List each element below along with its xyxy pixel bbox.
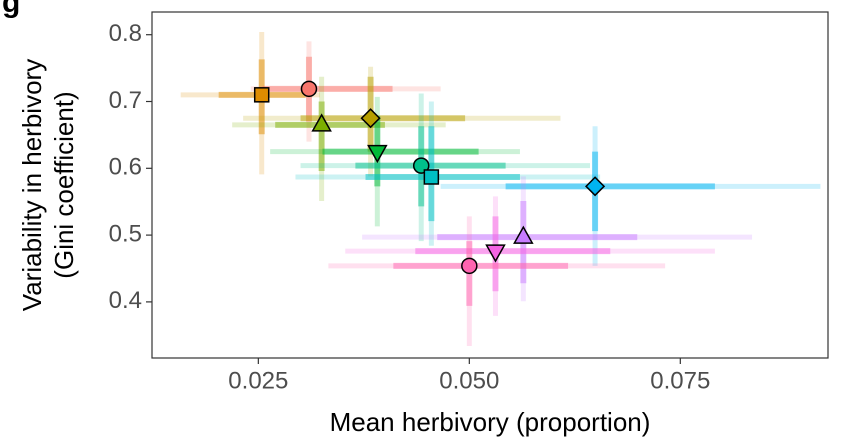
point (300, 80, 318, 98)
y-tick-label: 0.7 (109, 87, 142, 114)
y-tick-label: 0.6 (109, 154, 142, 181)
point (253, 87, 270, 103)
x-axis-title: Mean herbivory (proportion) (330, 407, 651, 437)
panel-label: g (2, 0, 20, 19)
y-tick-label: 0.4 (109, 287, 142, 314)
point (485, 244, 506, 263)
y-axis-title: Variability in herbivory (17, 59, 47, 311)
point (461, 257, 478, 275)
point (367, 144, 388, 164)
y-axis-title: (Gini coefficient) (49, 91, 79, 278)
x-tick-label: 0.050 (439, 367, 499, 394)
point (585, 176, 606, 197)
plot-frame (151, 11, 829, 359)
x-tick-label: 0.025 (228, 367, 288, 394)
y-tick-label: 0.8 (109, 20, 142, 47)
point (360, 108, 381, 129)
x-tick-label: 0.075 (650, 367, 710, 394)
point (423, 169, 440, 185)
point (513, 225, 534, 244)
point (311, 113, 332, 132)
y-tick-label: 0.5 (109, 220, 142, 247)
